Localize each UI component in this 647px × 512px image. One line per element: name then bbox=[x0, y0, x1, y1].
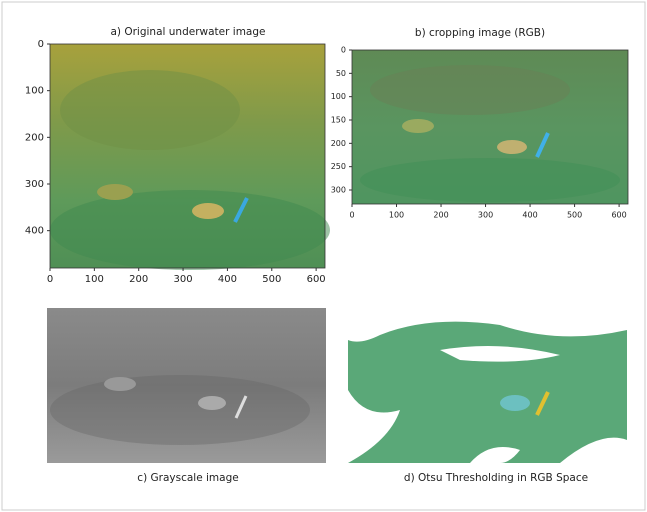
image-d bbox=[348, 307, 627, 463]
x-tick-label: 200 bbox=[433, 211, 448, 220]
x-tick-label: 200 bbox=[129, 274, 148, 285]
x-tick-label: 600 bbox=[611, 211, 626, 220]
panel-title: a) Original underwater image bbox=[110, 26, 265, 38]
x-tick-label: 0 bbox=[47, 274, 53, 285]
x-tick-label: 400 bbox=[218, 274, 237, 285]
y-tick-label: 150 bbox=[331, 116, 346, 125]
x-tick-label: 0 bbox=[349, 211, 354, 220]
x-tick-label: 500 bbox=[567, 211, 582, 220]
y-tick-label: 400 bbox=[25, 226, 44, 237]
x-tick-label: 400 bbox=[522, 211, 537, 220]
x-tick-label: 600 bbox=[307, 274, 326, 285]
y-tick-label: 250 bbox=[331, 162, 346, 171]
y-tick-label: 100 bbox=[25, 86, 44, 97]
image-b bbox=[352, 50, 628, 204]
figure: a) Original underwater image b) cropping… bbox=[0, 0, 647, 512]
panel-caption: d) Otsu Thresholding in RGB Space bbox=[404, 472, 588, 484]
y-tick-label: 300 bbox=[331, 186, 346, 195]
y-tick-label: 50 bbox=[336, 69, 346, 78]
y-tick-label: 200 bbox=[331, 139, 346, 148]
x-tick-label: 500 bbox=[262, 274, 281, 285]
x-tick-label: 100 bbox=[389, 211, 404, 220]
image-c bbox=[47, 308, 326, 463]
y-tick-label: 300 bbox=[25, 179, 44, 190]
panel-caption: c) Grayscale image bbox=[137, 472, 238, 484]
image-a bbox=[50, 44, 330, 270]
x-tick-label: 100 bbox=[85, 274, 104, 285]
y-tick-label: 200 bbox=[25, 132, 44, 143]
x-tick-label: 300 bbox=[478, 211, 493, 220]
panel-title: b) cropping image (RGB) bbox=[415, 27, 545, 39]
y-tick-label: 0 bbox=[38, 39, 44, 50]
x-tick-label: 300 bbox=[174, 274, 193, 285]
y-tick-label: 100 bbox=[331, 92, 346, 101]
y-tick-label: 0 bbox=[341, 46, 346, 55]
